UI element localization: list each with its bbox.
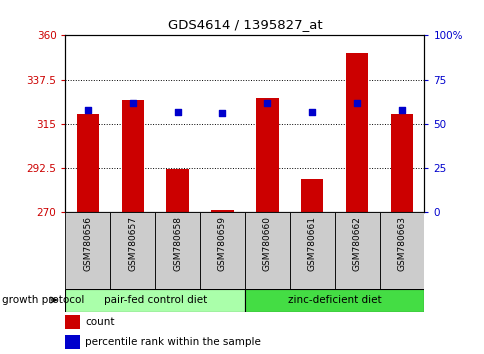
- Text: GSM780658: GSM780658: [173, 216, 182, 271]
- Text: percentile rank within the sample: percentile rank within the sample: [85, 337, 260, 347]
- Bar: [199, 212, 244, 289]
- Bar: [334, 212, 378, 289]
- Text: pair-fed control diet: pair-fed control diet: [104, 295, 206, 305]
- Bar: [65, 315, 80, 329]
- Text: GSM780662: GSM780662: [352, 216, 361, 271]
- Bar: [345, 53, 367, 212]
- Point: [352, 100, 360, 105]
- Bar: [166, 169, 188, 212]
- Bar: [211, 210, 233, 212]
- Bar: [378, 212, 424, 289]
- Text: GSM780663: GSM780663: [396, 216, 406, 271]
- Bar: [390, 114, 412, 212]
- Bar: [244, 212, 289, 289]
- Text: GSM780661: GSM780661: [307, 216, 316, 271]
- Text: count: count: [85, 318, 115, 327]
- Point: [84, 107, 91, 113]
- Bar: [289, 212, 334, 289]
- Bar: [110, 212, 155, 289]
- Text: GSM780657: GSM780657: [128, 216, 137, 271]
- Bar: [65, 289, 244, 312]
- Point: [263, 100, 271, 105]
- Bar: [65, 335, 80, 348]
- Bar: [65, 212, 110, 289]
- Text: GSM780656: GSM780656: [83, 216, 92, 271]
- Bar: [155, 212, 200, 289]
- Bar: [121, 100, 144, 212]
- Bar: [76, 114, 99, 212]
- Point: [218, 110, 226, 116]
- Text: zinc-deficient diet: zinc-deficient diet: [287, 295, 381, 305]
- Point: [397, 107, 405, 113]
- Text: GSM780659: GSM780659: [217, 216, 227, 271]
- Point: [308, 109, 316, 114]
- Point: [173, 109, 181, 114]
- Bar: [256, 98, 278, 212]
- Point: [129, 100, 136, 105]
- Title: GDS4614 / 1395827_at: GDS4614 / 1395827_at: [167, 18, 321, 32]
- Bar: [244, 289, 424, 312]
- Text: GSM780660: GSM780660: [262, 216, 272, 271]
- Bar: [301, 179, 323, 212]
- Text: growth protocol: growth protocol: [2, 295, 85, 305]
